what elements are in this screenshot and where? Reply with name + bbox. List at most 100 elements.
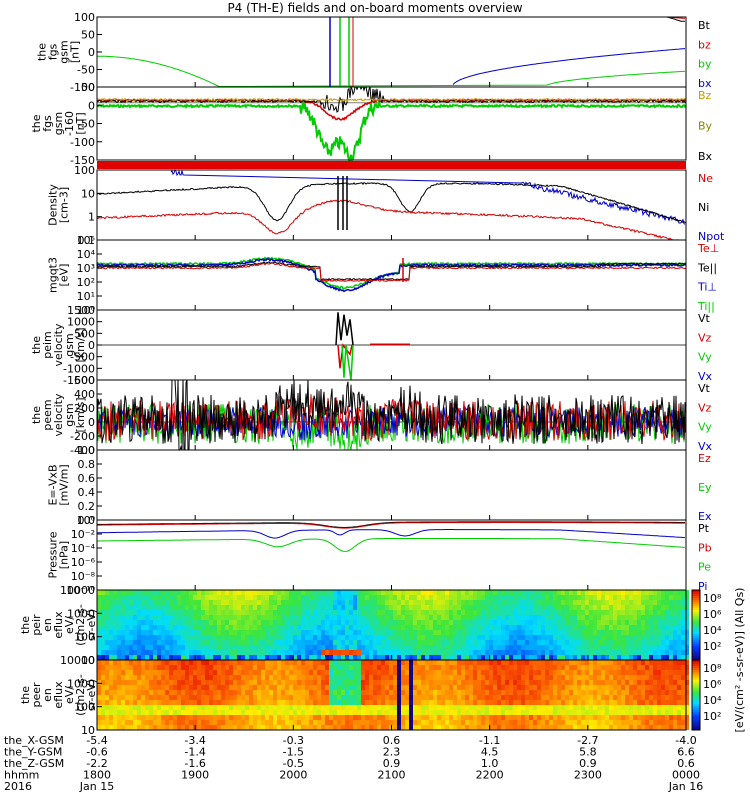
colorbar-label: [eV/(cm² -s-sr-eV)] (All Qs) (733, 588, 746, 733)
colorbar-tick: 10⁸ (703, 662, 722, 675)
xrow-value-2-4: 1.0 (481, 757, 499, 770)
ion-spectrogram (97, 590, 689, 660)
vz-spike-line (337, 343, 353, 369)
ylabel-line: the (19, 686, 32, 704)
panel-frame-1 (96, 86, 687, 161)
ylabel-line: E=-VxB (47, 464, 60, 505)
xrow-value-2-6: 0.6 (677, 757, 695, 770)
ylabel-6: E=-VxB[mV/m] (47, 464, 71, 505)
ylabel-line: sr-eV) (85, 609, 98, 641)
legend-ez-6: Ez (698, 452, 711, 465)
legend-ex-6: Ex (698, 510, 712, 523)
xrow-label-1: the_Y-GSM (4, 746, 62, 759)
legend-vx-4: Vx (698, 370, 713, 383)
ylabel-line: eV/ (63, 616, 76, 634)
xrow-value-0-0: -5.4 (86, 734, 107, 747)
colorbar-tick: 10⁶ (703, 608, 722, 621)
ylabel-line: gsm (52, 112, 65, 135)
ylabel-line: the (36, 43, 49, 61)
legend-bx-0: bx (698, 77, 712, 90)
panel-frame-6 (96, 449, 687, 521)
ytick-label-9-0: 10000 (60, 654, 95, 667)
colorbar-tick: 10⁴ (703, 694, 722, 707)
ytick-label-3-1: 10⁴ (77, 248, 96, 261)
xrow-value-3-5: 2300 (574, 769, 602, 782)
ytick-label-0-0: 100 (74, 11, 95, 24)
ylabel-line: velocity (52, 393, 65, 436)
panel-frame-0 (96, 16, 687, 88)
ytick-label-5-5: -400 (70, 444, 95, 457)
ytick-label-3-2: 10³ (77, 262, 95, 275)
ytick-label-5-3: 0 (88, 416, 95, 429)
legend-ey-6: Ey (698, 481, 712, 494)
ytick-label-5-2: 200 (74, 402, 95, 415)
ylabel-line: (cm2-s- (74, 674, 87, 716)
xrow-value-3-4: 2200 (476, 769, 504, 782)
vt-line (96, 379, 687, 451)
colorbar-label-text: [eV/(cm² -s-sr-eV)] (All Qs) (733, 588, 746, 733)
xrow-value-1-4: 4.5 (481, 746, 499, 759)
ytick-label-2-3: 0.1 (78, 234, 96, 247)
xrow-value-0-1: -3.4 (184, 734, 205, 747)
ytick-label-6-0: 1.0 (78, 444, 96, 457)
ytick-label-8-1: 1000 (67, 607, 95, 620)
ylabel-line: gsm (63, 403, 76, 426)
ylabel-line: (cm2-s- (74, 604, 87, 646)
xrow-value-3-3: 2100 (378, 769, 406, 782)
ylabel-line: [km/s] (74, 397, 87, 432)
legend-ti-3: Ti|| (697, 300, 715, 313)
colorbar-tick: 10⁴ (703, 624, 722, 637)
legend-ti-3: Ti⊥ (697, 281, 717, 294)
ytick-label-1-0: 50 (81, 81, 95, 94)
ytick-label-1-1: 0 (88, 99, 95, 112)
ytick-label-7-3: 10⁻⁶ (71, 556, 96, 569)
ytick-label-4-6: -1500 (63, 374, 95, 387)
xrow-value-0-3: 0.6 (383, 734, 401, 747)
xrow-value-3-1: 1900 (181, 769, 209, 782)
xrow-value-2-3: 0.9 (383, 757, 401, 770)
ytick-label-6-1: 0.8 (78, 458, 96, 471)
xrow-label-4: 2016 (4, 780, 32, 793)
ytick-label-8-0: 10000 (60, 584, 95, 597)
ytick-label-7-1: 10⁻² (71, 528, 95, 541)
ylabel-line: Density (47, 184, 60, 226)
xrow-value-4-6: Jan 16 (668, 780, 703, 793)
legend-te-3: Te⊥ (697, 242, 719, 255)
ytick-label-3-3: 10² (77, 276, 95, 289)
legend-bt-0: Bt (698, 19, 711, 32)
ytick-label-8-2: 100 (74, 631, 95, 644)
ylabel-line: peir (30, 614, 43, 636)
ylabel-line: [km/s] (74, 327, 87, 362)
ytick-label-4-1: 1000 (67, 316, 95, 329)
pb-line (97, 522, 685, 529)
legend-ni-2: Ni (698, 201, 709, 214)
ytick-label-4-5: -1000 (63, 362, 95, 375)
ytick-label-0-2: 0 (88, 46, 95, 59)
legend-bz-1: Bz (698, 89, 712, 102)
ylabel-line: [nPa] (58, 541, 71, 569)
ylabel-line: [nT] (74, 112, 87, 134)
colorbar-8 (692, 590, 700, 660)
ytick-label-3-0: 10⁵ (77, 234, 95, 247)
ylabel-line: gsm (63, 333, 76, 356)
ytick-label-9-1: 1000 (67, 677, 95, 690)
ytick-label-6-3: 0.4 (78, 486, 96, 499)
xrow-value-1-5: 5.8 (579, 746, 597, 759)
xrow-value-3-6: 0000 (672, 769, 700, 782)
ytick-label-0-1: 50 (81, 29, 95, 42)
legend-vz-4: Vz (698, 331, 712, 344)
ytick-label-7-0: 10⁰ (77, 514, 96, 527)
colorbar-tick: 10² (703, 640, 721, 653)
legend-vt-4: Vt (698, 312, 711, 325)
xrow-value-1-1: -1.4 (184, 746, 205, 759)
xrow-value-0-4: -1.1 (479, 734, 500, 747)
te-perp-line (96, 262, 687, 282)
ytick-label-4-2: 500 (74, 327, 95, 340)
legend-pt-7: Pt (698, 522, 710, 535)
legend-vx-5: Vx (698, 440, 713, 453)
ylabel-line: fgs (41, 115, 54, 132)
